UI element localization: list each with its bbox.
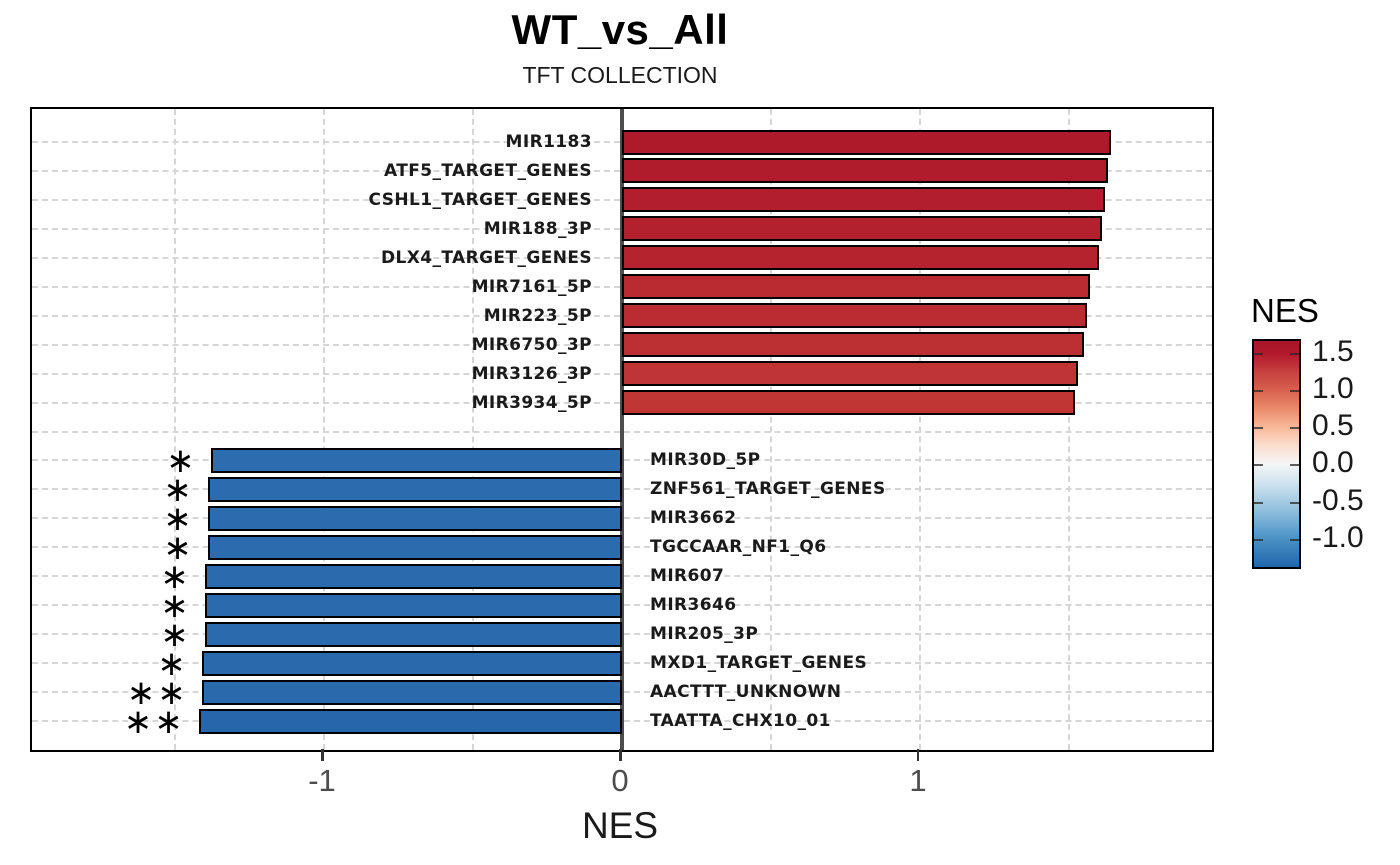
nes-bar-mir7161_5p: [622, 274, 1090, 300]
vertical-gridline: [1067, 109, 1070, 750]
x-tick-mark: [916, 749, 920, 761]
nes-bar-mir3934_5p: [622, 390, 1075, 416]
gene-set-label: MIR3126_3P: [471, 363, 592, 384]
gene-set-label: MIR3646: [650, 595, 737, 616]
gene-set-label: MIR205_3P: [650, 624, 759, 645]
nes-bar-mir188_3p: [622, 216, 1102, 242]
legend-tick-label: 1.0: [1312, 371, 1354, 405]
legend-title: NES: [1251, 292, 1319, 329]
gene-set-label: MIR223_5P: [483, 305, 592, 326]
gene-set-label: CSHL1_TARGET_GENES: [368, 189, 592, 210]
gene-set-label: MIR30D_5P: [650, 450, 761, 471]
gene-set-label: TAATTA_CHX10_01: [650, 711, 831, 731]
nes-bar-mir3646: [204, 592, 622, 618]
nes-bar-aacttt_unknown: [201, 679, 622, 705]
vertical-gridline: [769, 109, 772, 750]
gene-set-label: MIR3934_5P: [471, 392, 592, 413]
nes-bar-mir205_3p: [204, 621, 622, 647]
nes-bar-taatta_chx10_01: [198, 708, 622, 734]
nes-bar-tgccaar_nf1_q6: [207, 534, 622, 560]
gene-set-label: TGCCAAR_NF1_Q6: [650, 537, 827, 558]
significance-stars: ∗∗: [123, 702, 185, 742]
vertical-gridline: [323, 109, 326, 750]
legend-tick-mark: [1254, 501, 1263, 504]
gene-set-label: MIR6750_3P: [471, 334, 592, 355]
legend-tick-mark: [1254, 427, 1263, 430]
x-tick-label: 1: [909, 763, 927, 798]
significance-stars: ∗∗: [126, 673, 188, 714]
page-title: WT_vs_All: [511, 6, 729, 53]
plot-panel: MIR1183 ATF5_TARGET_GENES CSHL1_TARGET_GEN…: [30, 107, 1214, 752]
gene-set-label: DLX4_TARGET_GENES: [380, 247, 592, 268]
nes-bar-mir30d_5p: [210, 447, 622, 473]
legend-tick-label: 0.5: [1312, 409, 1354, 443]
page-subtitle: TFT COLLECTION: [522, 62, 718, 88]
gene-set-label: ZNF561_TARGET_GENES: [650, 479, 886, 500]
significance-stars: ∗: [160, 615, 191, 656]
legend-tick-label: 0.0: [1312, 446, 1354, 480]
legend-tick-mark: [1290, 427, 1299, 430]
legend-tick-mark: [1254, 389, 1263, 392]
legend-tick-mark: [1290, 538, 1299, 541]
x-tick-mark: [619, 749, 622, 761]
nes-bar-mir1183: [622, 129, 1111, 155]
gene-set-label: MIR7161_5P: [471, 276, 592, 297]
vertical-gridline: [918, 109, 921, 750]
legend-tick-mark: [1254, 538, 1263, 541]
legend-tick-label: 1.5: [1312, 334, 1354, 368]
zero-line: [620, 109, 624, 750]
legend-tick-label: -1.0: [1312, 520, 1364, 554]
gene-set-label: MIR1183: [505, 132, 592, 152]
significance-stars: ∗: [160, 557, 191, 598]
legend-tick-mark: [1254, 352, 1263, 355]
x-tick-mark: [321, 749, 324, 761]
x-tick-label: -1: [308, 763, 336, 798]
gene-set-label: MIR3662: [650, 508, 737, 529]
legend-tick-mark: [1290, 464, 1299, 467]
legend-tick-mark: [1290, 352, 1299, 355]
significance-stars: ∗: [163, 499, 194, 540]
vertical-gridline: [472, 109, 474, 750]
x-tick-label: 0: [611, 763, 629, 798]
gene-set-label: MIR607: [650, 566, 725, 587]
vertical-gridline: [174, 109, 177, 750]
nes-bar-mir6750_3p: [622, 332, 1084, 358]
legend-colorbar: [1252, 339, 1301, 569]
significance-stars: ∗: [157, 644, 188, 685]
legend-tick-mark: [1254, 464, 1263, 467]
gene-set-label: AACTTT_UNKNOWN: [650, 682, 842, 703]
legend-tick-mark: [1290, 389, 1299, 392]
significance-stars: ∗: [163, 470, 194, 511]
nes-bar-dlx4_target_genes: [622, 245, 1099, 271]
nes-bar-mxd1_target_genes: [201, 650, 622, 676]
nes-bar-mir3662: [207, 505, 622, 531]
x-axis-title: NES: [581, 805, 659, 846]
legend-tick-label: -0.5: [1312, 483, 1364, 517]
gene-set-label: MIR188_3P: [483, 218, 592, 239]
nes-bar-mir223_5p: [622, 303, 1087, 329]
significance-stars: ∗: [160, 586, 191, 627]
significance-stars: ∗: [166, 441, 197, 482]
nes-bar-mir607: [204, 563, 622, 589]
gene-set-label: ATF5_TARGET_GENES: [383, 160, 592, 181]
nes-bar-atf5_target_genes: [622, 158, 1108, 184]
nes-bar-znf561_target_genes: [207, 476, 622, 502]
nes-bar-cshl1_target_genes: [622, 187, 1105, 213]
gene-set-label: MXD1_TARGET_GENES: [650, 653, 868, 674]
nes-bar-mir3126_3p: [622, 361, 1078, 387]
significance-stars: ∗: [163, 528, 194, 569]
legend-tick-mark: [1290, 501, 1299, 504]
